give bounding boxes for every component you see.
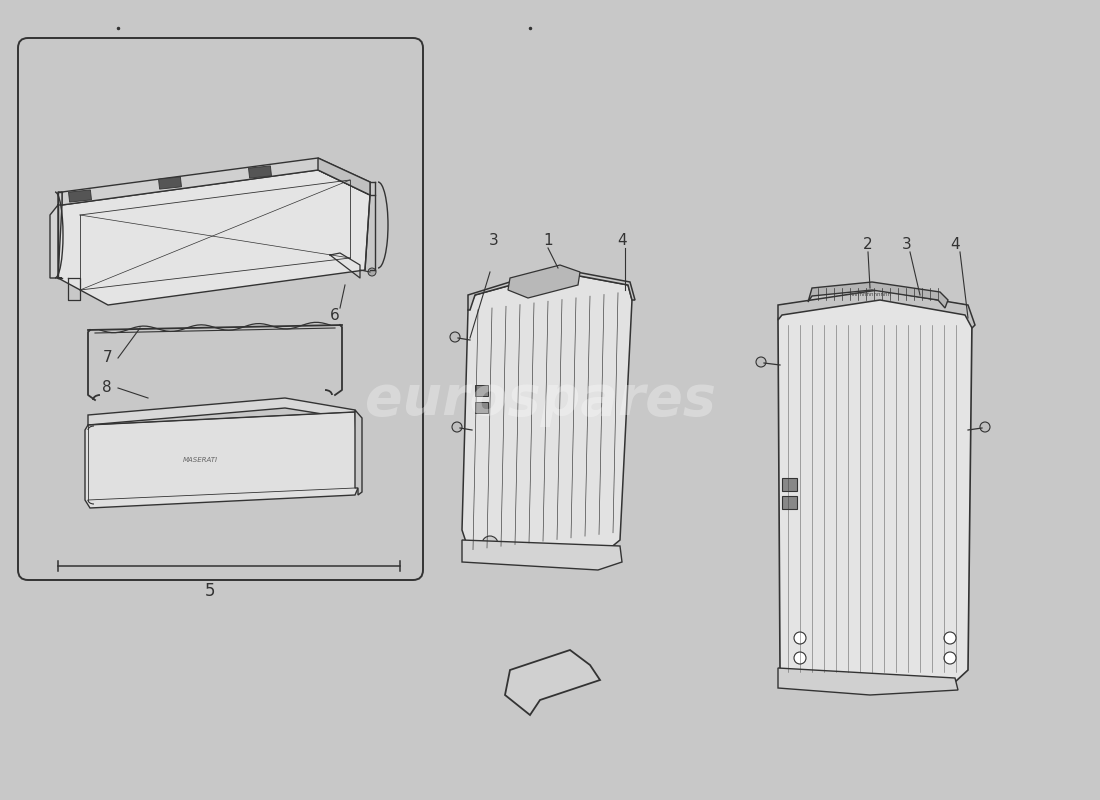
Polygon shape — [778, 290, 975, 328]
FancyBboxPatch shape — [18, 38, 424, 580]
Polygon shape — [85, 412, 358, 508]
Circle shape — [794, 632, 806, 644]
Text: eurospares: eurospares — [364, 373, 715, 427]
Text: 4: 4 — [950, 237, 960, 252]
Bar — [475, 385, 488, 396]
Circle shape — [944, 652, 956, 664]
Text: 8: 8 — [102, 381, 112, 395]
Circle shape — [368, 268, 376, 276]
Polygon shape — [808, 282, 948, 308]
Polygon shape — [62, 158, 370, 205]
Polygon shape — [68, 190, 91, 202]
Text: 6: 6 — [330, 309, 340, 323]
Text: 4: 4 — [617, 233, 627, 248]
Circle shape — [794, 652, 806, 664]
Text: 1: 1 — [543, 233, 553, 248]
Text: 3: 3 — [490, 233, 499, 248]
Polygon shape — [508, 265, 580, 298]
Bar — [782, 478, 797, 491]
Text: nnnnnnnnnnnn: nnnnnnnnnnnn — [849, 291, 891, 297]
Polygon shape — [249, 166, 272, 178]
Polygon shape — [58, 170, 370, 305]
Polygon shape — [88, 398, 360, 425]
Polygon shape — [462, 272, 632, 562]
Polygon shape — [778, 292, 972, 688]
Polygon shape — [778, 668, 958, 695]
Circle shape — [944, 632, 956, 644]
Polygon shape — [318, 158, 370, 195]
Circle shape — [452, 422, 462, 432]
Polygon shape — [355, 410, 362, 495]
Polygon shape — [468, 268, 635, 310]
Bar — [782, 496, 797, 509]
Circle shape — [482, 536, 498, 552]
Text: MASERATI: MASERATI — [183, 457, 218, 463]
Polygon shape — [505, 650, 600, 715]
Text: 3: 3 — [902, 237, 912, 252]
Circle shape — [450, 332, 460, 342]
Circle shape — [756, 357, 766, 367]
Bar — [475, 402, 488, 413]
Circle shape — [980, 422, 990, 432]
Text: 2: 2 — [864, 237, 872, 252]
Text: 7: 7 — [102, 350, 112, 366]
Polygon shape — [50, 192, 62, 278]
Text: 5: 5 — [205, 582, 216, 600]
Polygon shape — [462, 540, 622, 570]
Polygon shape — [158, 177, 182, 189]
